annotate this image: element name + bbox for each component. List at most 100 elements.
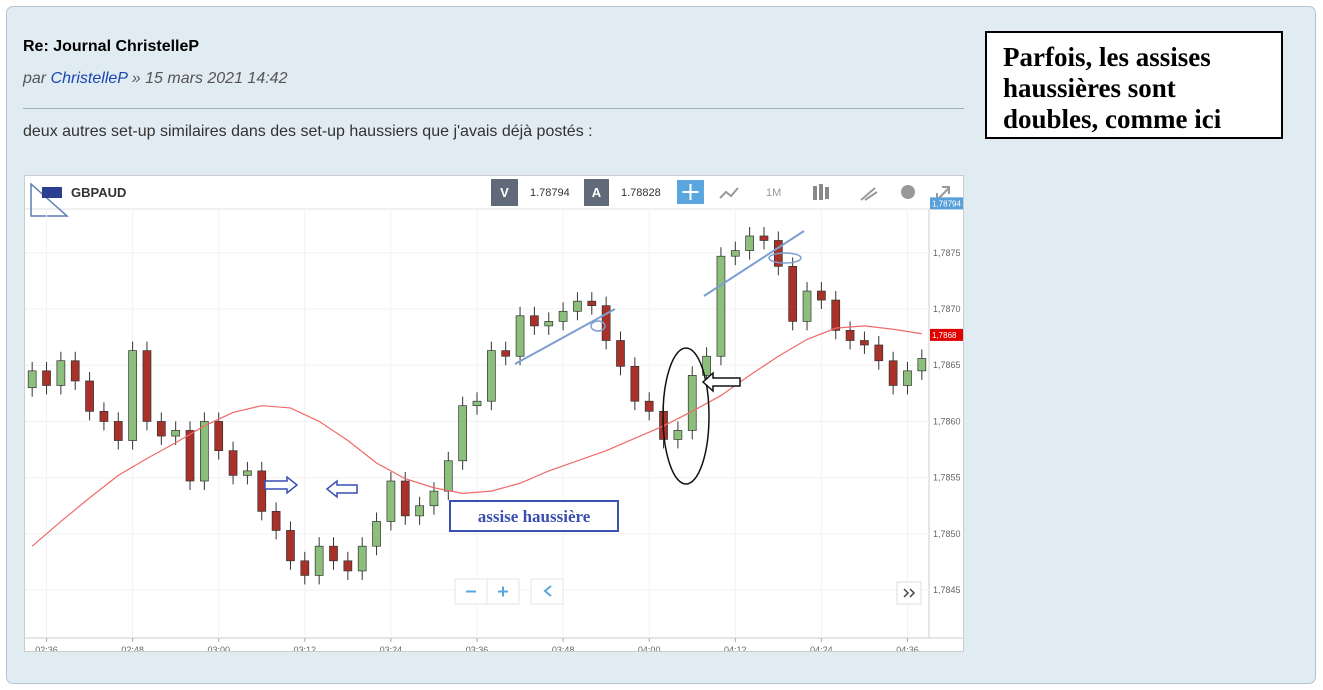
candle-body <box>888 360 898 386</box>
candle-body <box>27 370 37 389</box>
price-tag-label: 1,78794 <box>932 199 961 208</box>
candle-body <box>687 375 697 431</box>
y-tick-label: 1,7870 <box>933 304 961 314</box>
candle-body <box>845 330 855 341</box>
candle-body <box>831 299 841 331</box>
post-date: » 15 mars 2021 14:42 <box>131 70 288 87</box>
post-title: Re: Journal ChristelleP <box>23 38 200 55</box>
candle-body <box>343 560 353 572</box>
candle-body <box>70 360 80 382</box>
candle-body <box>917 358 927 372</box>
circle-mark <box>590 320 606 332</box>
chart: GBPAUD V 1.78794 A 1.78828 1M 1,78451,78… <box>24 175 964 652</box>
y-tick-label: 1,7865 <box>933 360 961 370</box>
candle-body <box>702 355 711 376</box>
candle-body <box>458 405 468 462</box>
annotation-box <box>449 500 619 532</box>
ask: 1.78828 <box>621 187 661 199</box>
x-tick-label: 03:48 <box>552 645 575 652</box>
price-tag <box>930 197 963 210</box>
candle-body <box>730 250 740 257</box>
candle-body <box>788 265 798 322</box>
callout-line: Parfois, les assises <box>1003 42 1211 72</box>
candle-body <box>99 410 109 422</box>
share-icon <box>543 585 552 597</box>
timeframe[interactable]: 1M <box>766 187 781 199</box>
y-tick-label: 1,7850 <box>933 529 961 539</box>
settings-icon[interactable] <box>901 185 915 199</box>
arrow-left <box>701 371 741 393</box>
candle-body <box>587 300 597 307</box>
candle-body <box>486 350 496 402</box>
candle-body <box>113 421 123 441</box>
candle-body <box>759 235 769 241</box>
candle-body <box>745 235 754 251</box>
trend-line <box>703 230 805 297</box>
candle-body <box>228 450 238 476</box>
candle-body <box>386 480 396 522</box>
candle-body <box>286 530 295 562</box>
draw-icon[interactable] <box>860 187 878 201</box>
candle-body <box>415 505 424 517</box>
logo <box>30 182 69 217</box>
buy-button[interactable] <box>584 179 609 206</box>
x-tick-label: 03:36 <box>466 645 489 652</box>
candle-body <box>501 350 511 357</box>
candle-body <box>673 430 683 440</box>
candle-body <box>544 321 554 327</box>
candle-body <box>429 490 439 507</box>
candle-body <box>644 400 654 412</box>
author-link[interactable]: ChristelleP <box>50 70 128 87</box>
candle-body <box>515 315 525 357</box>
post-meta: par ChristelleP » 15 mars 2021 14:42 <box>23 70 287 88</box>
ma-tag <box>930 328 963 341</box>
candle-body <box>630 366 640 402</box>
separator <box>23 108 964 109</box>
candle-body <box>874 344 884 362</box>
sell-label: V <box>500 185 509 200</box>
candle-body <box>314 545 324 576</box>
x-tick-label: 03:24 <box>380 645 403 652</box>
candle-body <box>185 430 195 482</box>
moving-average <box>31 325 922 547</box>
x-tick-label: 03:00 <box>207 645 230 652</box>
arrow-right <box>264 475 299 495</box>
candle-body <box>860 340 869 346</box>
callout-line: doubles, comme ici <box>1003 104 1222 134</box>
candle-body <box>443 460 453 492</box>
ma-tag-label: 1,7868 <box>932 331 957 340</box>
candle-body <box>42 370 51 386</box>
x-tick-label: 04:12 <box>724 645 747 652</box>
candle-body <box>214 421 224 452</box>
chart-type-icon[interactable] <box>719 187 739 199</box>
trend-line <box>514 308 616 365</box>
y-tick-label: 1,7875 <box>933 248 961 258</box>
candle-body <box>716 255 726 357</box>
symbol: GBPAUD <box>71 185 126 200</box>
candle-body <box>903 370 912 386</box>
scroll-icon <box>903 588 916 598</box>
crosshair-icon <box>682 184 699 200</box>
sell-button[interactable] <box>491 179 518 206</box>
candle-icon[interactable] <box>813 184 829 200</box>
candle-body <box>142 350 152 422</box>
candle-body <box>329 545 338 562</box>
candle-body <box>601 305 611 341</box>
candle-body <box>400 480 410 517</box>
by: par <box>23 70 47 87</box>
candle-body <box>573 300 582 312</box>
candle-body <box>243 470 252 476</box>
y-tick-label: 1,7855 <box>933 473 961 483</box>
candle-body <box>372 521 381 547</box>
y-tick-label: 1,7845 <box>933 585 961 595</box>
candle-body <box>300 560 310 576</box>
arrow-left <box>325 479 358 499</box>
x-tick-label: 04:36 <box>896 645 919 652</box>
candle-body <box>200 421 209 482</box>
post-body: deux autres set-up similaires dans des s… <box>23 123 593 140</box>
candle-body <box>271 511 281 531</box>
x-tick-label: 02:36 <box>35 645 58 652</box>
bid: 1.78794 <box>530 187 570 199</box>
ellipse-mark <box>662 347 710 485</box>
